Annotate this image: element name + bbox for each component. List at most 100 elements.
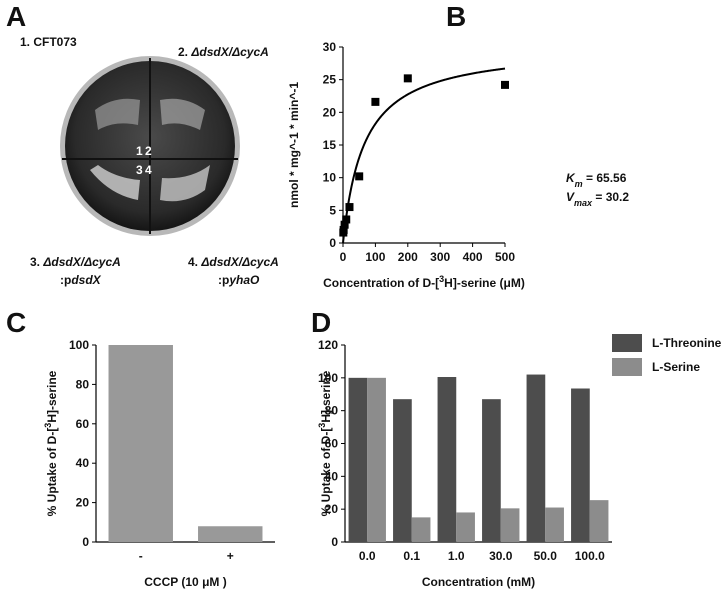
x-tick-label: 0.1 bbox=[403, 549, 420, 563]
text-segment: % Uptake of D-[ bbox=[319, 428, 333, 517]
y-tick-label: 20 bbox=[323, 105, 337, 119]
data-point bbox=[501, 80, 509, 89]
x-tick-label: + bbox=[227, 549, 234, 563]
legend-swatch bbox=[612, 334, 642, 352]
bar bbox=[500, 508, 520, 542]
bar bbox=[482, 399, 501, 542]
text-segment: V bbox=[566, 190, 575, 204]
text-segment: 2. bbox=[178, 45, 191, 59]
bar bbox=[108, 345, 173, 542]
text-segment: :p bbox=[60, 273, 71, 287]
text-segment: ΔdsdX/ΔcycA bbox=[200, 255, 278, 269]
bar bbox=[545, 507, 564, 542]
text-segment: 3 bbox=[43, 423, 53, 428]
bar bbox=[393, 399, 412, 542]
y-tick-label: 80 bbox=[325, 404, 339, 418]
y-tick-label: 40 bbox=[76, 456, 90, 470]
text-segment: Concentration of D-[ bbox=[323, 276, 439, 290]
panel-letter: A bbox=[6, 1, 26, 32]
sector-number: 3 bbox=[136, 163, 143, 177]
text-segment: 3. bbox=[30, 255, 43, 269]
text-segment: CCCP (10 μM ) bbox=[144, 575, 226, 589]
x-axis-label: Concentration of D-[3H]-serine (μM) bbox=[323, 274, 525, 290]
bar bbox=[348, 377, 368, 542]
plate-label: 3. ΔdsdX/ΔcycA bbox=[30, 255, 121, 269]
text-segment: 3 bbox=[439, 274, 444, 284]
bar bbox=[456, 512, 475, 542]
y-tick-label: 0 bbox=[82, 535, 89, 549]
data-point bbox=[371, 97, 380, 106]
y-tick-label: 60 bbox=[76, 417, 90, 431]
text-segment: yhaO bbox=[228, 273, 260, 287]
data-point bbox=[345, 203, 354, 212]
y-tick-label: 15 bbox=[323, 138, 337, 152]
data-point bbox=[355, 172, 364, 181]
plate-label: 2. ΔdsdX/ΔcycA bbox=[178, 45, 269, 59]
x-tick-label: 100.0 bbox=[575, 549, 605, 563]
y-tick-label: 60 bbox=[325, 437, 339, 451]
annotation: Vmax = 30.2 bbox=[566, 190, 629, 208]
bar bbox=[367, 377, 386, 542]
bar bbox=[411, 517, 431, 542]
y-tick-label: 20 bbox=[325, 502, 339, 516]
x-tick-label: - bbox=[139, 549, 143, 563]
x-tick-label: 50.0 bbox=[534, 549, 558, 563]
x-tick-label: 1.0 bbox=[448, 549, 465, 563]
text-segment: H]-serine (μM) bbox=[444, 276, 525, 290]
bar bbox=[589, 500, 609, 542]
text-segment: Concentration (mM) bbox=[422, 575, 535, 589]
text-segment: 1. CFT073 bbox=[20, 35, 77, 49]
text-segment: ΔdsdX/ΔcycA bbox=[190, 45, 268, 59]
x-tick-label: 400 bbox=[463, 250, 483, 264]
annotation: Km = 65.56 bbox=[566, 171, 627, 189]
y-axis-label: nmol * mg^-1 * min^-1 bbox=[287, 82, 301, 208]
fit-curve bbox=[342, 67, 506, 244]
text-segment: = 65.56 bbox=[583, 171, 627, 185]
text-segment: nmol * mg^-1 * min^-1 bbox=[287, 82, 301, 208]
x-tick-label: 0 bbox=[340, 250, 347, 264]
y-tick-label: 5 bbox=[329, 203, 336, 217]
y-tick-label: 30 bbox=[323, 40, 337, 54]
y-tick-label: 20 bbox=[76, 496, 90, 510]
y-tick-label: 0 bbox=[329, 236, 336, 250]
data-point bbox=[403, 74, 412, 83]
plate-label: 1. CFT073 bbox=[20, 35, 77, 49]
plate-label: :pyhaO bbox=[218, 273, 260, 287]
legend-label: L-Serine bbox=[652, 360, 700, 374]
y-tick-label: 120 bbox=[318, 338, 338, 352]
panel-letter: B bbox=[446, 1, 466, 32]
text-segment: 3 bbox=[317, 423, 327, 428]
bar bbox=[437, 377, 457, 542]
plate-photo bbox=[60, 56, 240, 236]
y-tick-label: 10 bbox=[323, 171, 337, 185]
y-tick-label: 100 bbox=[69, 338, 89, 352]
sector-number: 1 bbox=[136, 144, 143, 158]
panel-letter: C bbox=[6, 307, 26, 338]
x-tick-label: 300 bbox=[430, 250, 450, 264]
y-tick-label: 25 bbox=[323, 73, 337, 87]
y-tick-label: 40 bbox=[325, 469, 339, 483]
text-segment: H]-serine bbox=[319, 370, 333, 422]
x-tick-label: 0.0 bbox=[359, 549, 376, 563]
sector-number: 2 bbox=[145, 144, 152, 158]
plate-label: :pdsdX bbox=[60, 273, 102, 287]
text-segment: = 30.2 bbox=[592, 190, 629, 204]
y-tick-label: 100 bbox=[318, 371, 338, 385]
x-tick-label: 100 bbox=[365, 250, 385, 264]
text-segment: m bbox=[575, 179, 583, 189]
x-tick-label: 200 bbox=[398, 250, 418, 264]
legend-label: L-Threonine bbox=[652, 336, 722, 350]
x-tick-label: 30.0 bbox=[489, 549, 513, 563]
legend-swatch bbox=[612, 358, 642, 376]
panel-letter: D bbox=[311, 307, 331, 338]
y-axis-label: % Uptake of D-[3H]-serine bbox=[317, 370, 333, 516]
text-segment: H]-serine bbox=[45, 370, 59, 422]
text-segment: ΔdsdX/ΔcycA bbox=[42, 255, 120, 269]
text-segment: K bbox=[566, 171, 576, 185]
bar bbox=[526, 374, 546, 542]
x-axis-label: CCCP (10 μM ) bbox=[144, 575, 226, 589]
y-tick-label: 0 bbox=[331, 535, 338, 549]
x-tick-label: 500 bbox=[495, 250, 515, 264]
bar bbox=[198, 526, 263, 542]
